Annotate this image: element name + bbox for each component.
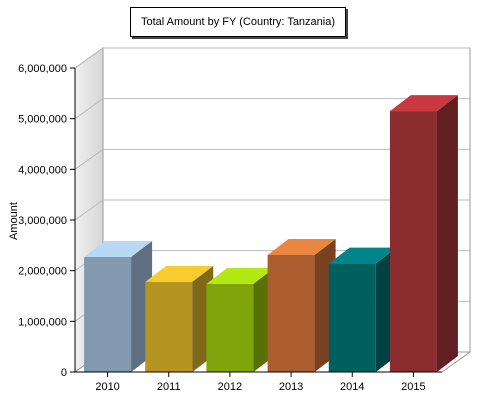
bar-front [84,256,132,372]
y-tick-label: 4,000,000 [18,164,67,176]
chart-axes [70,67,442,377]
chart-bars [84,95,458,373]
bar-front [389,111,437,373]
x-tick-label: 2010 [95,381,119,393]
x-tick-label: 2013 [279,381,303,393]
gridline-side [74,148,104,170]
bar-2010 [84,240,153,372]
x-tick-label: 2015 [401,381,425,393]
y-tick-label: 0 [61,367,67,379]
bar-top [267,238,336,255]
bar-side [436,95,458,373]
gridline-side [74,47,104,69]
bar-front [328,263,376,372]
bar-front [145,281,193,372]
y-tick-label: 6,000,000 [18,63,67,75]
y-axis-label: Amount [8,202,20,240]
y-tick-label: 5,000,000 [18,114,67,126]
bar-top [206,267,275,284]
bar-front [267,254,315,372]
bar-2012 [206,267,275,372]
bar-2013 [267,238,336,372]
y-tick-label: 1,000,000 [18,316,67,328]
x-tick-label: 2012 [218,381,242,393]
bar-top [389,95,458,112]
gridline-side [74,98,104,120]
bar-top [328,247,397,264]
bar-2014 [328,247,397,372]
bar-top [145,265,214,282]
x-tick-label: 2011 [157,381,181,393]
y-tick-label: 3,000,000 [18,215,67,227]
gridline-side [74,199,104,221]
bar-front [206,283,254,372]
x-tick-label: 2014 [340,381,364,393]
bar-top [84,240,153,257]
y-tick-labels: 0 1,000,000 2,000,000 3,000,000 4,000,000 5,0… [18,63,67,379]
bar-2015 [389,95,458,373]
x-tick-labels: 2010 2011 2012 2013 2014 2015 [95,381,425,393]
bar-2011 [145,265,214,372]
y-tick-label: 2,000,000 [18,266,67,278]
chart-title: Total Amount by FY (Country: Tanzania) [130,7,346,37]
